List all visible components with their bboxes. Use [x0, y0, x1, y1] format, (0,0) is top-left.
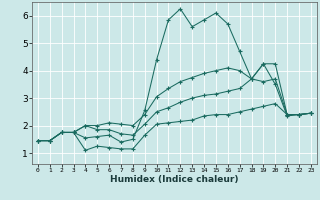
X-axis label: Humidex (Indice chaleur): Humidex (Indice chaleur) [110, 175, 239, 184]
